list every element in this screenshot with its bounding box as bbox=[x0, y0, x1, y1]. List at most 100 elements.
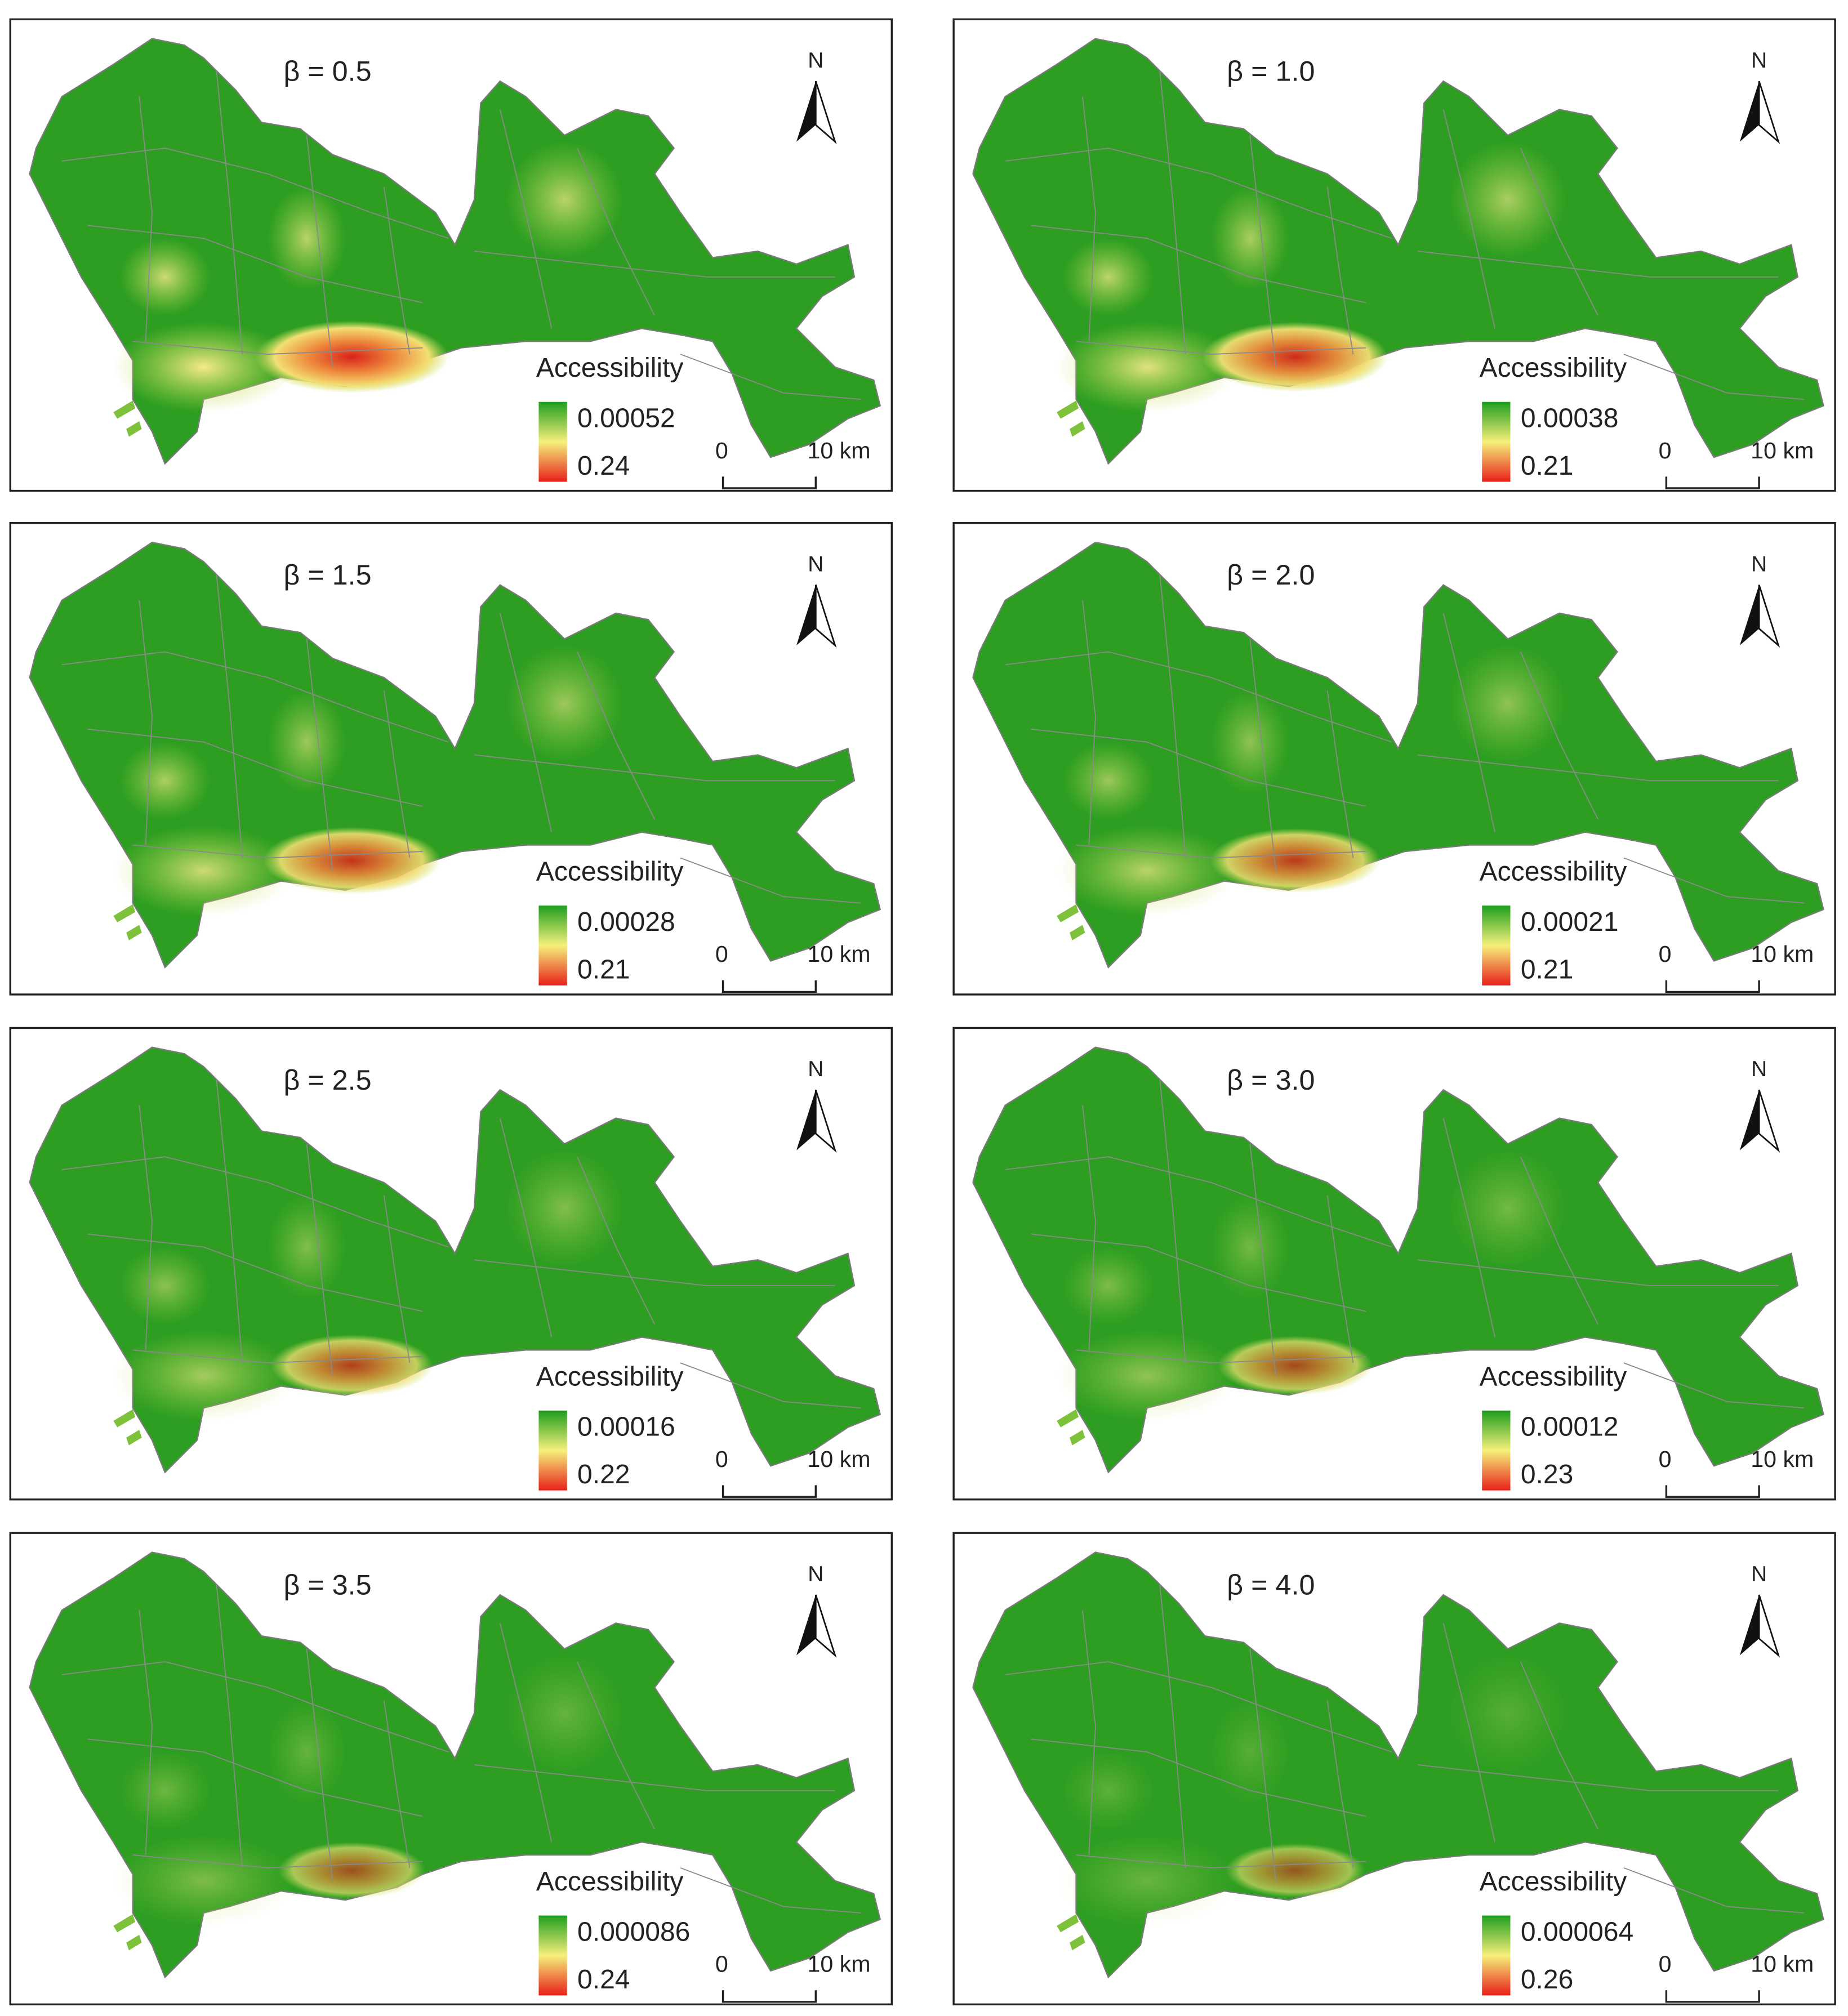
road bbox=[87, 225, 423, 304]
road bbox=[499, 613, 553, 832]
warm-zone bbox=[506, 645, 623, 761]
road bbox=[1249, 1648, 1277, 1881]
legend-ramp bbox=[1482, 1915, 1511, 1996]
north-arrow bbox=[814, 81, 837, 144]
island bbox=[113, 400, 142, 437]
legend-high-label: 0.00016 bbox=[577, 1412, 675, 1442]
north-arrow bbox=[1758, 81, 1780, 144]
road bbox=[216, 70, 243, 355]
road bbox=[1442, 1118, 1495, 1337]
road bbox=[474, 1764, 835, 1791]
road bbox=[1082, 600, 1096, 845]
road bbox=[383, 1700, 411, 1868]
warm-zone bbox=[1211, 1700, 1289, 1804]
road bbox=[383, 690, 411, 858]
road bbox=[1520, 1661, 1598, 1830]
road bbox=[216, 574, 243, 858]
map-panel: β = 3.0 N Accessibility 0.00012 0.23 0 10 km bbox=[952, 1027, 1836, 1501]
north-arrow bbox=[814, 1089, 837, 1153]
legend-low-label: 0.21 bbox=[1521, 451, 1573, 481]
legend-low-label: 0.21 bbox=[1521, 955, 1573, 984]
warm-zone bbox=[506, 1655, 623, 1772]
road bbox=[87, 728, 423, 807]
north-label: N bbox=[1751, 1057, 1767, 1081]
warm-zone bbox=[268, 1700, 346, 1804]
north-arrow bbox=[1758, 1089, 1780, 1153]
warm-zone bbox=[1063, 238, 1154, 316]
road bbox=[87, 1738, 423, 1817]
road bbox=[577, 652, 656, 820]
legend-ramp bbox=[1482, 906, 1511, 985]
panel-title: β = 1.0 bbox=[1227, 55, 1315, 87]
road bbox=[139, 1105, 153, 1350]
map-panel: β = 0.5 N Accessibility 0.00052 0.24 0 10 km bbox=[9, 18, 893, 492]
scale-bar bbox=[1665, 476, 1760, 489]
north-label: N bbox=[808, 1562, 823, 1586]
legend-high-label: 0.000064 bbox=[1521, 1917, 1633, 1947]
hot-zone bbox=[1225, 1843, 1365, 1898]
road bbox=[1326, 1700, 1354, 1868]
warm-zone bbox=[1063, 1247, 1154, 1324]
road bbox=[1520, 1156, 1598, 1325]
hot-zone bbox=[270, 1334, 433, 1397]
road bbox=[1520, 652, 1598, 820]
map-panel: β = 3.5 N Accessibility 0.000086 0.24 0 10 km bbox=[9, 1532, 893, 2006]
warm-zone bbox=[1211, 1195, 1289, 1299]
map-panel: β = 1.5 N Accessibility 0.00028 0.21 0 10 km bbox=[9, 522, 893, 996]
road bbox=[1623, 1362, 1805, 1409]
legend-title: Accessibility bbox=[1480, 1867, 1627, 1897]
legend-high-label: 0.00038 bbox=[1521, 403, 1619, 433]
road bbox=[680, 354, 861, 400]
warm-zone bbox=[1057, 1835, 1237, 1926]
legend-title: Accessibility bbox=[536, 1867, 684, 1897]
road bbox=[577, 1156, 656, 1325]
legend-title: Accessibility bbox=[536, 1362, 684, 1391]
warm-zone bbox=[506, 141, 623, 258]
north-arrow bbox=[814, 585, 837, 648]
island bbox=[113, 1409, 142, 1446]
warm-zone bbox=[1211, 690, 1289, 794]
scale-start: 0 bbox=[715, 1446, 728, 1472]
scale-start: 0 bbox=[1659, 941, 1672, 967]
road bbox=[1442, 613, 1495, 832]
panel-title: β = 1.5 bbox=[283, 559, 371, 591]
road bbox=[680, 857, 861, 904]
road bbox=[1249, 639, 1277, 871]
road bbox=[1082, 96, 1096, 342]
road bbox=[680, 1867, 861, 1914]
hot-zone bbox=[1210, 828, 1381, 893]
north-label: N bbox=[1751, 552, 1767, 576]
road bbox=[216, 1079, 243, 1363]
road bbox=[1417, 1259, 1779, 1286]
legend-ramp bbox=[538, 402, 567, 482]
panel-title: β = 3.5 bbox=[283, 1569, 371, 1601]
warm-zone bbox=[1450, 1655, 1566, 1772]
north-label: N bbox=[1751, 1562, 1767, 1586]
scale-end: 10 km bbox=[807, 438, 870, 463]
scale-end: 10 km bbox=[807, 941, 870, 967]
panel-title: β = 3.0 bbox=[1227, 1064, 1315, 1096]
legend-low-label: 0.24 bbox=[577, 451, 630, 481]
road bbox=[139, 1610, 153, 1856]
road bbox=[1623, 354, 1805, 400]
road bbox=[383, 186, 411, 355]
panel-title: β = 0.5 bbox=[283, 55, 371, 87]
legend-high-label: 0.00021 bbox=[1521, 907, 1619, 937]
road bbox=[61, 1661, 449, 1752]
warm-zone bbox=[119, 742, 210, 819]
warm-zone bbox=[1057, 322, 1237, 413]
scale-bar bbox=[1665, 980, 1760, 993]
scale-start: 0 bbox=[1659, 438, 1672, 463]
road bbox=[1159, 1584, 1186, 1868]
road bbox=[1417, 1764, 1779, 1791]
road bbox=[474, 251, 835, 278]
hot-zone bbox=[1218, 1336, 1373, 1395]
scale-start: 0 bbox=[715, 1951, 728, 1977]
warm-zone bbox=[1450, 645, 1566, 761]
map-panel: β = 2.0 N Accessibility 0.00021 0.21 0 10 km bbox=[952, 522, 1836, 996]
north-arrow bbox=[814, 1594, 837, 1658]
road bbox=[1326, 690, 1354, 858]
north-arrow bbox=[796, 1594, 816, 1656]
scale-end: 10 km bbox=[807, 1951, 870, 1977]
road bbox=[1159, 1079, 1186, 1363]
